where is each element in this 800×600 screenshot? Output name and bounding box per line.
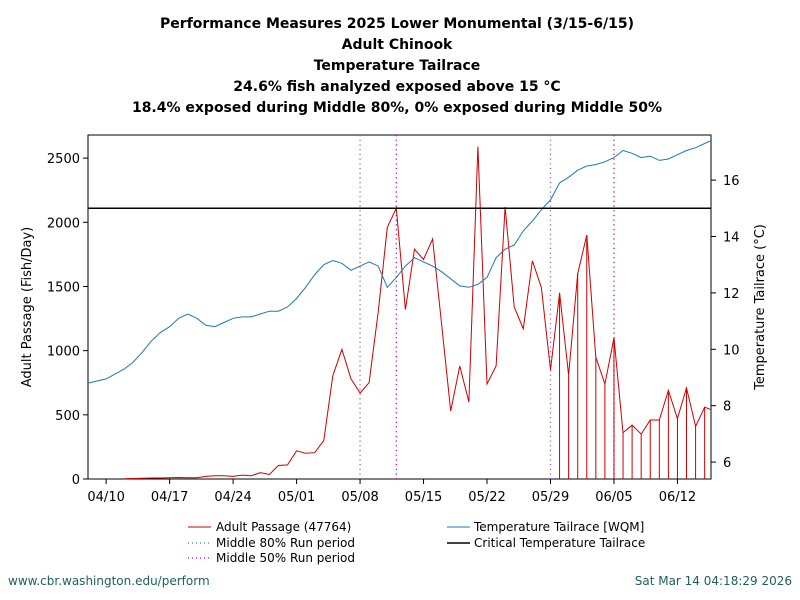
x-tick-label: 04/24 — [214, 490, 251, 505]
series-temperature — [87, 140, 712, 384]
y-right-tick-label: 6 — [723, 456, 731, 471]
y-left-tick-label: 0 — [72, 473, 80, 488]
legend-item-temperature: Temperature Tailrace [WQM] — [447, 520, 644, 534]
y-axis-right-label: Temperature Tailrace (°C) — [753, 224, 768, 391]
y-right-tick-label: 10 — [723, 343, 740, 358]
y-right-tick-label: 16 — [723, 174, 740, 189]
legend: Adult Passage (47764) Middle 80% Run per… — [188, 520, 645, 565]
legend-item-middle-80: Middle 80% Run period — [188, 536, 355, 550]
y-right-tick-label: 8 — [723, 400, 731, 415]
y-right-tick-label: 14 — [723, 231, 740, 246]
title-line-5: 18.4% exposed during Middle 80%, 0% expo… — [132, 100, 662, 116]
title-line-1: Performance Measures 2025 Lower Monument… — [160, 16, 634, 32]
footer-url[interactable]: www.cbr.washington.edu/perform — [8, 574, 210, 588]
legend-label-critical-temp: Critical Temperature Tailrace — [474, 536, 645, 550]
legend-label-adult-passage: Adult Passage (47764) — [216, 520, 351, 534]
title-line-2: Adult Chinook — [342, 37, 453, 53]
x-tick-label: 05/01 — [278, 490, 315, 505]
x-tick-label: 04/10 — [87, 490, 124, 505]
legend-label-middle-80: Middle 80% Run period — [216, 536, 355, 550]
legend-item-middle-50: Middle 50% Run period — [188, 551, 355, 565]
y-left-tick-label: 500 — [55, 409, 80, 424]
x-tick-label: 05/29 — [532, 490, 569, 505]
legend-item-adult-passage: Adult Passage (47764) — [188, 520, 351, 534]
legend-label-temperature: Temperature Tailrace [WQM] — [473, 520, 644, 534]
x-tick-label: 05/15 — [405, 490, 442, 505]
legend-item-critical-temp: Critical Temperature Tailrace — [447, 536, 645, 550]
y-left-tick-label: 1500 — [47, 280, 80, 295]
footer-timestamp: Sat Mar 14 04:18:29 2026 — [635, 574, 792, 588]
x-tick-label: 04/17 — [151, 490, 188, 505]
plot-content — [87, 135, 712, 480]
y-right-tick-label: 12 — [723, 287, 740, 302]
series-adult-passage — [124, 146, 712, 480]
chart-title: Performance Measures 2025 Lower Monument… — [132, 16, 662, 116]
plot-frame — [87, 134, 712, 480]
y-axis-left-label: Adult Passage (Fish/Day) — [20, 227, 35, 387]
y-left-tick-label: 1000 — [47, 345, 80, 360]
x-tick-label: 05/08 — [341, 490, 378, 505]
x-tick-label: 06/12 — [659, 490, 696, 505]
title-line-3: Temperature Tailrace — [314, 58, 481, 74]
y-left-tick-label: 2500 — [47, 152, 80, 167]
x-tick-label: 05/22 — [468, 490, 505, 505]
y-left-tick-label: 2000 — [47, 216, 80, 231]
title-line-4: 24.6% fish analyzed exposed above 15 °C — [233, 79, 560, 95]
x-tick-label: 06/05 — [595, 490, 632, 505]
axes-content: 04/10 04/17 04/24 05/01 05/08 05/15 05/22 05/29… — [47, 152, 740, 505]
legend-label-middle-50: Middle 50% Run period — [216, 551, 355, 565]
